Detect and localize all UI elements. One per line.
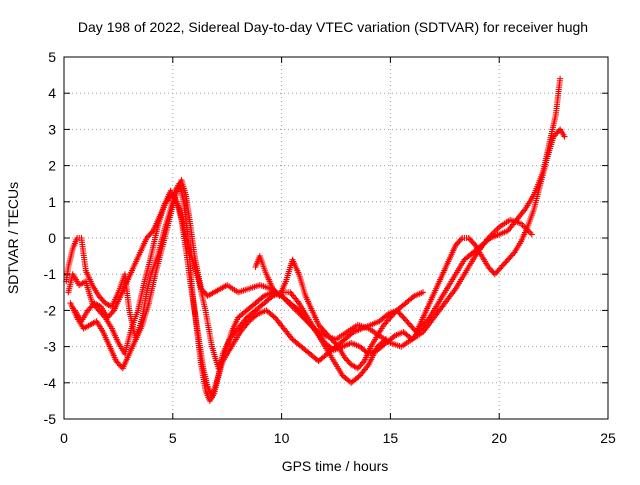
data-point: [320, 327, 327, 334]
data-point: [468, 237, 475, 244]
data-point: [146, 232, 153, 239]
data-point: [107, 311, 114, 318]
data-point: [109, 308, 116, 315]
data-point: [269, 285, 276, 292]
data-point: [341, 354, 348, 361]
data-point: [143, 235, 150, 241]
data-point: [323, 330, 330, 337]
data-point: [382, 320, 389, 327]
data-point: [294, 306, 301, 313]
data-point: [404, 319, 411, 325]
data-point: [113, 358, 120, 365]
data-point: [487, 266, 494, 273]
data-point: [561, 133, 568, 140]
x-tick-label: 10: [274, 430, 290, 446]
y-tick-label: 4: [48, 85, 56, 101]
data-point: [465, 235, 472, 241]
x-tick-label: 20: [491, 430, 507, 446]
data-point: [491, 271, 498, 278]
x-tick-label: 25: [600, 430, 616, 446]
data-point: [467, 236, 473, 243]
data-point: [471, 240, 477, 247]
y-tick-label: -3: [44, 339, 57, 355]
x-tick-label: 15: [383, 430, 399, 446]
chart-title: Day 198 of 2022, Sidereal Day-to-day VTE…: [78, 19, 588, 35]
data-point: [326, 333, 332, 340]
x-tick-label: 5: [169, 430, 177, 446]
data-point: [409, 324, 416, 331]
data-point: [399, 313, 406, 320]
data-point: [504, 256, 511, 263]
data-point: [390, 311, 396, 318]
data-point: [502, 259, 509, 266]
data-point: [104, 314, 111, 321]
data-point: [354, 365, 361, 372]
y-tick-label: -5: [44, 411, 57, 427]
data-point: [401, 316, 408, 323]
data-point: [318, 324, 325, 331]
data-point: [272, 288, 279, 295]
data-point: [497, 265, 504, 272]
y-tick-label: -2: [44, 302, 57, 318]
data-point: [457, 236, 464, 243]
data-point: [357, 362, 364, 369]
data-point: [550, 133, 557, 140]
data-point: [355, 373, 362, 380]
data-point: [331, 339, 338, 346]
data-point: [387, 314, 394, 321]
data-point: [99, 297, 106, 304]
y-tick-label: 5: [48, 49, 56, 65]
data-point: [420, 289, 426, 296]
data-point: [328, 336, 335, 343]
data-point: [407, 321, 413, 328]
data-point: [148, 229, 155, 236]
data-point: [494, 268, 501, 275]
x-tick-label: 0: [60, 430, 68, 446]
y-axis-label: SDTVAR / TECUs: [5, 182, 21, 294]
data-point: [315, 321, 322, 328]
data-point: [87, 304, 94, 311]
data-point: [97, 294, 104, 301]
axis-ticks: 0 5 10 15 20 25 -5 -4 -3 -2 -1 0 1 2 3 4 5: [44, 49, 616, 446]
data-point: [452, 242, 459, 249]
y-tick-label: 3: [48, 121, 56, 137]
data-point: [528, 231, 535, 238]
data-point: [499, 262, 506, 269]
data-point: [360, 359, 366, 366]
data-point: [383, 312, 390, 319]
data-point: [163, 198, 170, 205]
y-tick-label: 0: [48, 230, 56, 246]
data-point: [115, 361, 122, 367]
data-point: [507, 253, 514, 260]
data-point: [384, 317, 391, 324]
y-tick-label: -1: [44, 266, 57, 282]
data-point: [84, 307, 91, 314]
data-point: [557, 75, 564, 82]
x-axis-label: GPS time / hours: [282, 458, 389, 474]
y-tick-label: 1: [48, 194, 56, 210]
data-point: [333, 342, 340, 349]
data-point: [165, 195, 172, 202]
data-points: [63, 75, 568, 404]
data-point: [455, 239, 462, 246]
data-point: [393, 307, 400, 314]
data-point: [553, 130, 560, 137]
data-point: [510, 250, 517, 257]
data-point: [396, 310, 403, 317]
data-point: [409, 294, 416, 301]
y-tick-label: 2: [48, 158, 56, 174]
data-point: [485, 264, 492, 270]
plot-frame: [63, 56, 609, 420]
data-point: [344, 357, 351, 364]
y-tick-label: -4: [44, 375, 57, 391]
